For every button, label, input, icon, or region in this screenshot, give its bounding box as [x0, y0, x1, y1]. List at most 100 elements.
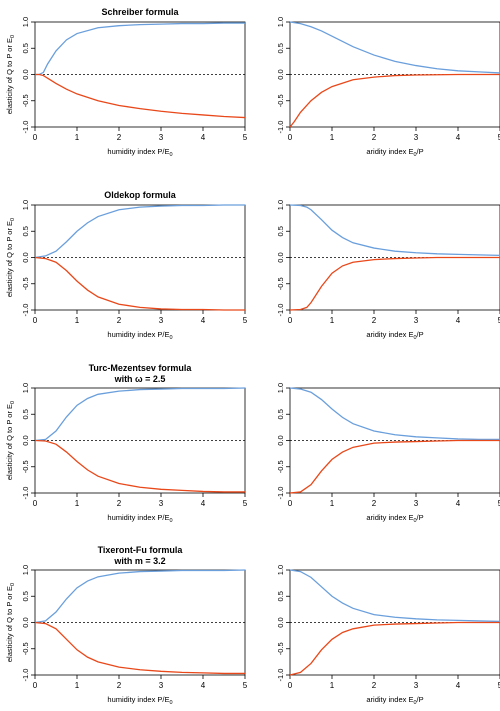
- x-axis-label-subscript: 0: [413, 518, 416, 524]
- x-axis-label-text: aridity index E: [366, 513, 413, 522]
- x-axis-label-text: humidity index P/E: [107, 695, 169, 704]
- y-axis-label-subscript: 0: [10, 401, 16, 404]
- x-tick-label: 5: [243, 499, 248, 508]
- x-axis-label: aridity index E0/P: [366, 147, 423, 158]
- x-tick-label: 4: [456, 133, 461, 142]
- chart-title: Turc-Mezentsev formula: [89, 363, 193, 373]
- y-tick-label: -0.5: [276, 277, 285, 290]
- x-tick-label: 0: [33, 133, 38, 142]
- y-tick-label: 0.0: [276, 617, 285, 627]
- x-tick-label: 1: [75, 316, 80, 325]
- y-tick-label: -1.0: [21, 487, 30, 500]
- x-tick-label: 3: [414, 681, 419, 690]
- x-tick-label: 1: [330, 681, 335, 690]
- y-tick-label: -0.5: [21, 277, 30, 290]
- y-tick-label: -1.0: [276, 487, 285, 500]
- series-red-line: [289, 256, 500, 311]
- x-tick-label: 4: [201, 681, 206, 690]
- x-axis-label-text: aridity index E: [366, 695, 413, 704]
- x-axis-label-text: aridity index E: [366, 147, 413, 156]
- x-axis-label-subscript: 0: [170, 518, 173, 524]
- x-tick-label: 4: [201, 133, 206, 142]
- x-tick-label: 4: [201, 316, 206, 325]
- series-blue-line: [34, 569, 246, 624]
- y-axis-label-subscript: 0: [10, 35, 16, 38]
- x-axis-label-subscript: 0: [170, 700, 173, 706]
- x-tick-label: 0: [288, 681, 293, 690]
- series-red-line: [34, 256, 245, 311]
- y-tick-label: 0.0: [276, 435, 285, 445]
- y-tick-label: 1.0: [276, 17, 285, 27]
- x-axis-label-suffix: /P: [417, 513, 424, 522]
- y-tick-label: 0.5: [276, 409, 285, 419]
- y-tick-label: 0.5: [21, 409, 30, 419]
- y-tick-label: -0.5: [276, 642, 285, 655]
- x-axis-label-subscript: 0: [413, 700, 416, 706]
- x-axis-label-text: humidity index P/E: [107, 330, 169, 339]
- x-axis-label: humidity index P/E0: [107, 513, 172, 524]
- series-blue-line: [289, 204, 500, 257]
- series-blue-line: [289, 569, 500, 623]
- x-tick-label: 0: [33, 681, 38, 690]
- panel-7: 0 1 2 3 4 5 -1.0 -0.5 0.0 0.5 1.0 Tixeront-Fu formu…: [5, 545, 248, 706]
- x-tick-label: 2: [372, 499, 377, 508]
- y-tick-label: 0.0: [21, 252, 30, 262]
- x-axis-label: aridity index E0/P: [366, 513, 423, 524]
- y-tick-label: -1.0: [276, 304, 285, 317]
- y-tick-label: -1.0: [21, 304, 30, 317]
- x-tick-label: 4: [456, 499, 461, 508]
- x-tick-label: 3: [414, 133, 419, 142]
- x-tick-label: 5: [498, 133, 500, 142]
- x-axis-label-subscript: 0: [170, 152, 173, 158]
- x-tick-label: 1: [330, 499, 335, 508]
- panel-5: 0 1 2 3 4 5 -1.0 -0.5 0.0 0.5 1.0 Turc-Mezentsev fo…: [5, 363, 248, 524]
- x-tick-label: 2: [372, 681, 377, 690]
- x-tick-label: 4: [201, 499, 206, 508]
- x-tick-label: 5: [243, 316, 248, 325]
- y-tick-label: 0.0: [21, 69, 30, 79]
- series-red-line: [34, 621, 245, 675]
- x-tick-label: 3: [414, 499, 419, 508]
- x-axis-label-text: humidity index P/E: [107, 513, 169, 522]
- y-axis-label-text: elasticity of Q to P or E: [5, 404, 14, 480]
- chart-subtitle: with m = 3.2: [113, 556, 165, 566]
- y-tick-label: 0.5: [21, 591, 30, 601]
- x-tick-label: 2: [117, 681, 122, 690]
- x-axis-label-suffix: /P: [417, 695, 424, 704]
- y-tick-label: 0.0: [276, 69, 285, 79]
- x-tick-label: 5: [498, 316, 500, 325]
- x-axis-label-subscript: 0: [413, 335, 416, 341]
- x-tick-label: 2: [117, 316, 122, 325]
- y-axis-label-text: elasticity of Q to P or E: [5, 38, 14, 114]
- y-tick-label: -0.5: [276, 94, 285, 107]
- x-tick-label: 3: [159, 681, 164, 690]
- x-axis-label: humidity index P/E0: [107, 330, 172, 341]
- y-axis-label-text: elasticity of Q to P or E: [5, 221, 14, 297]
- x-tick-label: 1: [330, 133, 335, 142]
- y-tick-label: -0.5: [276, 460, 285, 473]
- x-axis-label-suffix: /P: [417, 147, 424, 156]
- x-tick-label: 0: [33, 499, 38, 508]
- x-tick-label: 2: [117, 133, 122, 142]
- panel-1: 0 1 2 3 4 5 -1.0 -0.5 0.0 0.5 1.0 Schreiber formula…: [5, 7, 248, 158]
- x-tick-label: 2: [372, 133, 377, 142]
- chart-title: Schreiber formula: [101, 7, 179, 17]
- x-tick-label: 3: [159, 316, 164, 325]
- y-tick-label: 0.5: [276, 43, 285, 53]
- y-axis-label: elasticity of Q to P or E0: [5, 401, 16, 480]
- y-axis-label: elasticity of Q to P or E0: [5, 583, 16, 662]
- chart-subtitle: with ω = 2.5: [114, 374, 166, 384]
- y-tick-label: -0.5: [21, 94, 30, 107]
- x-tick-label: 5: [498, 499, 500, 508]
- y-tick-label: 0.5: [21, 43, 30, 53]
- y-tick-label: -0.5: [21, 642, 30, 655]
- y-tick-label: 1.0: [21, 383, 30, 393]
- x-axis-label: humidity index P/E0: [107, 147, 172, 158]
- x-axis-label-text: aridity index E: [366, 330, 413, 339]
- y-tick-label: -1.0: [276, 669, 285, 682]
- series-red-line: [34, 439, 245, 493]
- x-tick-label: 2: [372, 316, 377, 325]
